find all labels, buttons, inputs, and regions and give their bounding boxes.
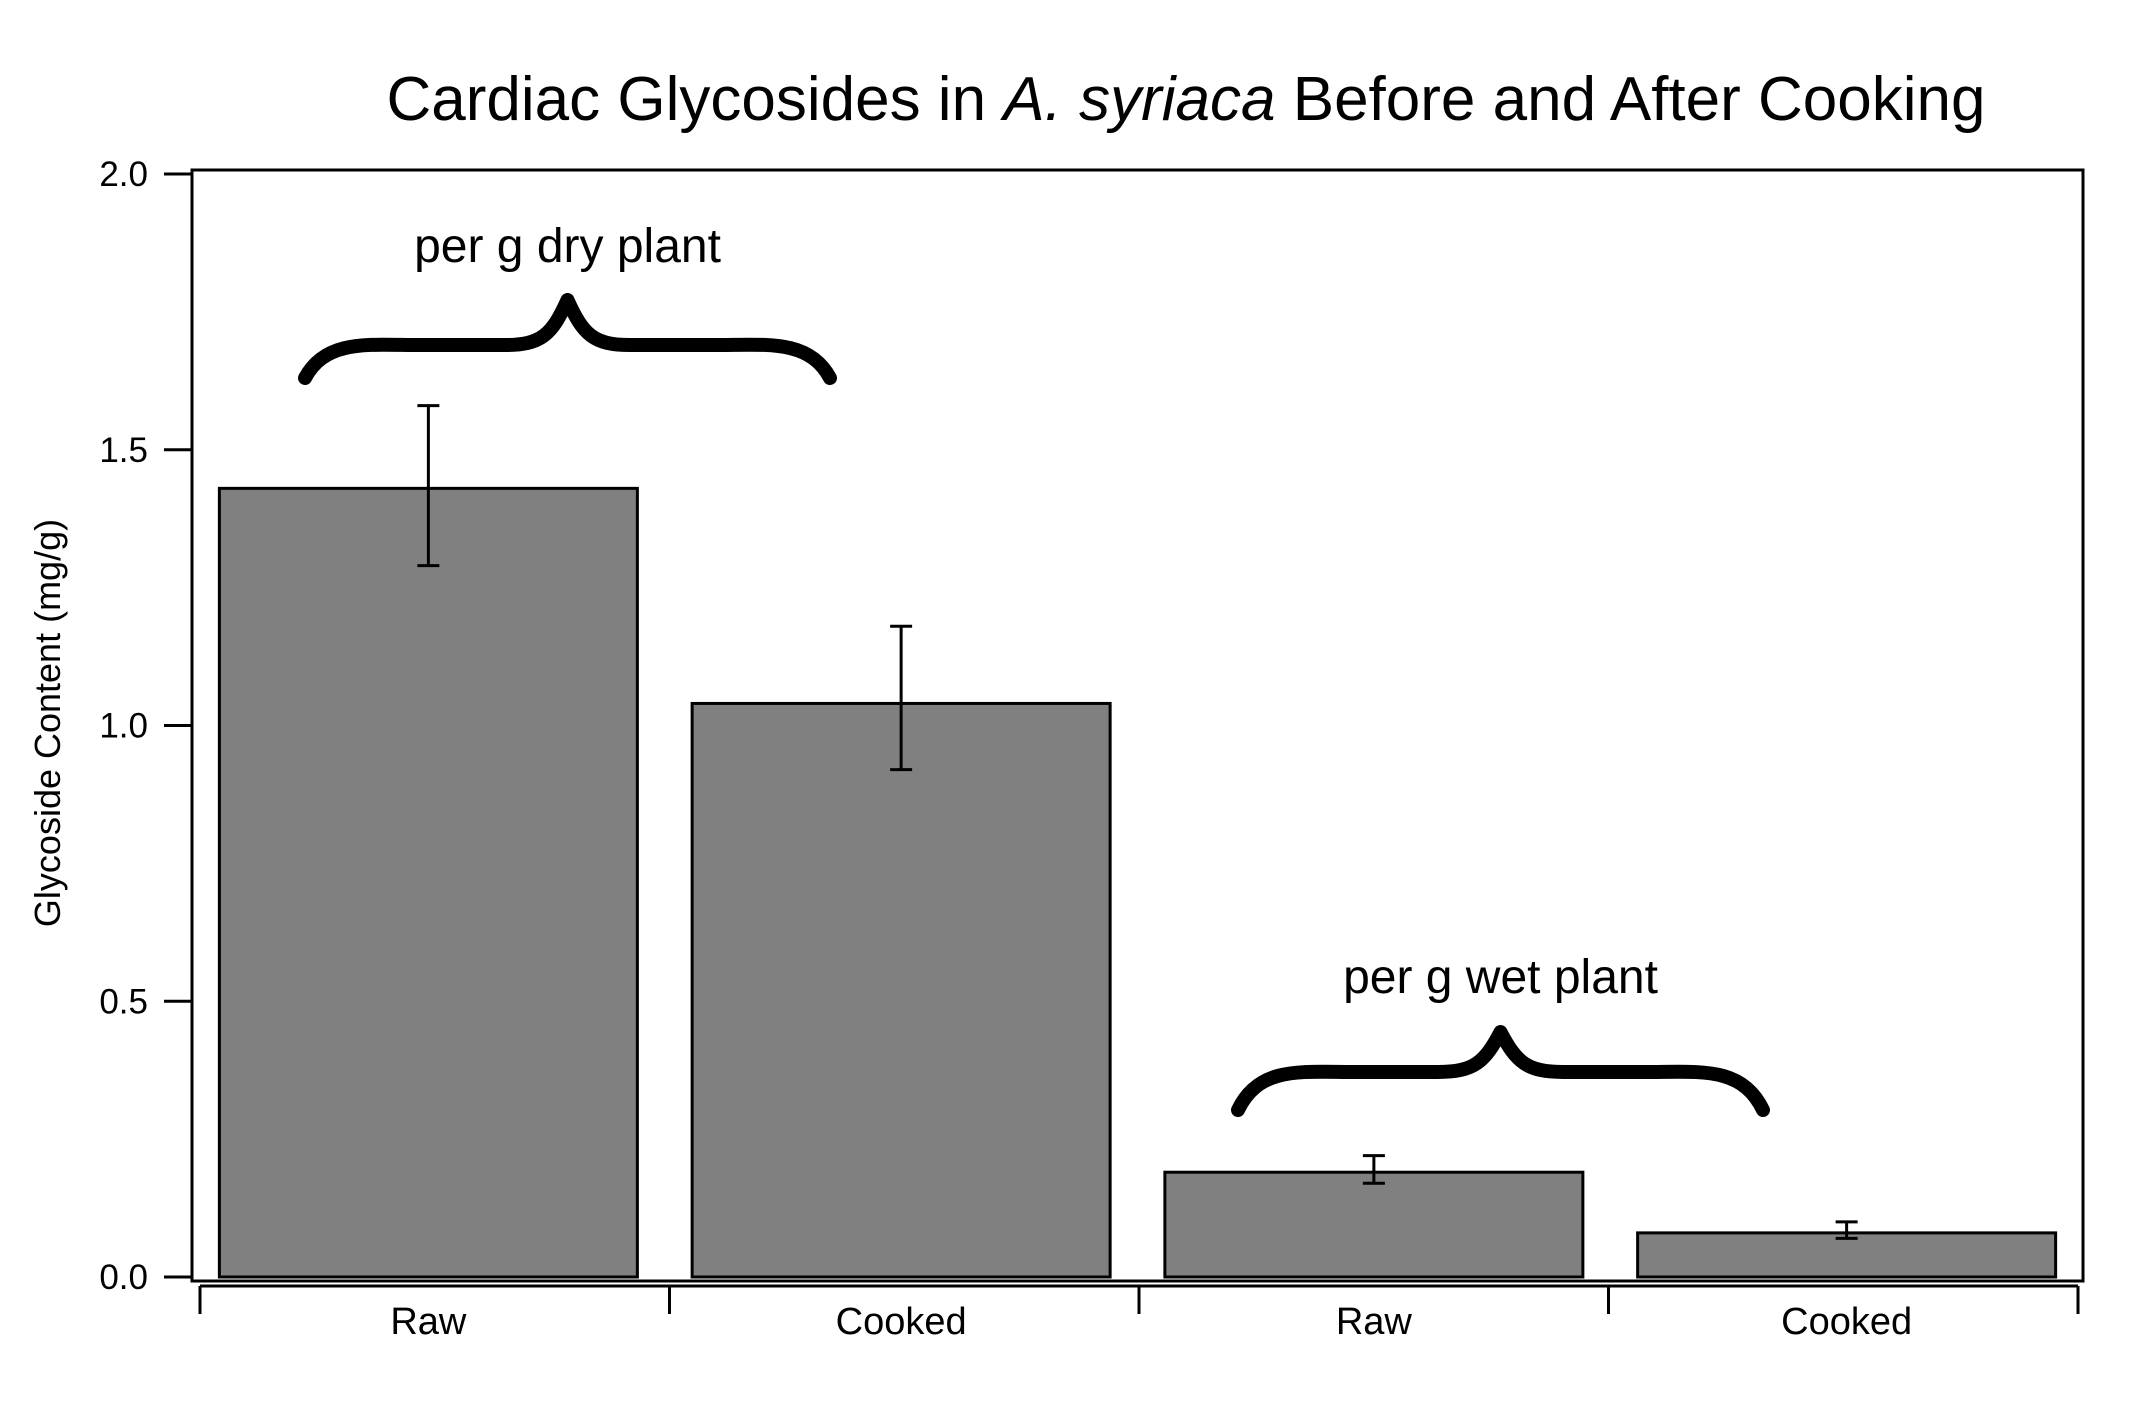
y-tick-label: 2.0 xyxy=(99,155,148,194)
y-tick-label: 0.0 xyxy=(99,1258,148,1297)
category-label: Cooked xyxy=(836,1301,967,1343)
bar-raw xyxy=(217,486,639,1279)
chart-title-prefix: Cardiac Glycosides in xyxy=(386,65,1003,134)
bar-raw xyxy=(1163,1170,1585,1279)
y-tick-label: 1.5 xyxy=(99,431,148,470)
curly-brace xyxy=(298,293,837,385)
plot-area: 0.0 0.5 1.0 1.5 2.0 Raw Cooked Raw Cooked per g d… xyxy=(99,155,2085,1343)
y-axis-title: Glycoside Content (mg/g) xyxy=(27,519,68,927)
chart-title-italic: A. syriaca xyxy=(999,65,1275,134)
curly-brace xyxy=(1231,1025,1770,1117)
chart-title: Cardiac Glycosides in A. syriaca Before … xyxy=(386,65,1985,134)
category-label: Cooked xyxy=(1781,1301,1912,1343)
category-label: Raw xyxy=(1336,1301,1413,1343)
annotation-label: per g dry plant xyxy=(414,220,721,273)
bar-cooked xyxy=(690,701,1112,1279)
y-tick-label: 0.5 xyxy=(99,982,148,1021)
y-tick-label: 1.0 xyxy=(99,707,148,746)
chart-title-suffix: Before and After Cooking xyxy=(1275,65,1985,134)
bar-cooked xyxy=(1636,1231,2058,1279)
annotation-label: per g wet plant xyxy=(1343,951,1658,1004)
category-label: Raw xyxy=(390,1301,467,1343)
